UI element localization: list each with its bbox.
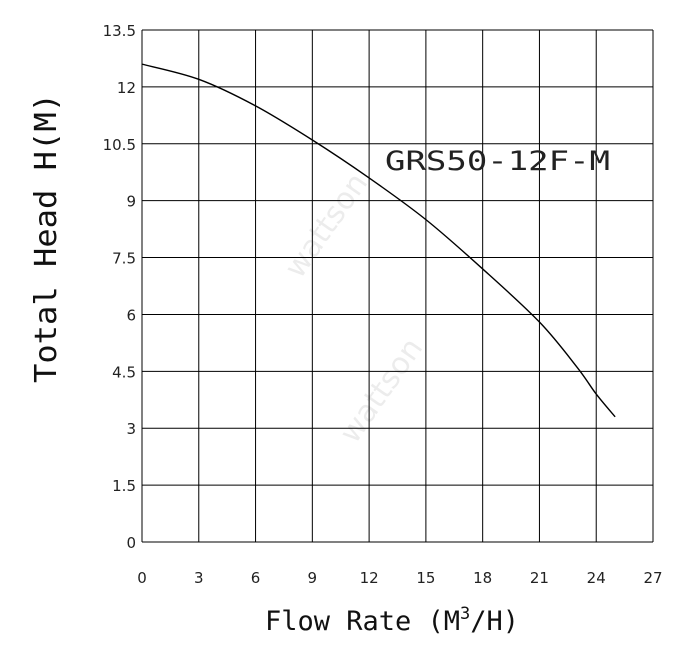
y-axis-title: Total Head H(M)	[29, 93, 64, 383]
x-tick-label: 3	[194, 569, 204, 587]
y-tick-label: 9	[126, 193, 136, 211]
x-axis-title-main: Flow Rate (M	[265, 606, 460, 637]
x-tick-label: 0	[137, 569, 147, 587]
model-label: GRS50-12F-M	[385, 146, 610, 177]
y-tick-label: 3	[126, 420, 136, 438]
x-axis-title-tail: /H)	[470, 606, 519, 637]
y-tick-label: 12	[117, 79, 136, 97]
performance-curve	[141, 63, 616, 418]
x-tick-label: 9	[308, 569, 318, 587]
watermark-text: wattson	[278, 167, 375, 285]
y-tick-label: 6	[126, 306, 136, 324]
watermark-text: wattson	[333, 332, 430, 450]
y-tick-label: 13.5	[103, 22, 136, 40]
x-tick-label: 12	[360, 569, 379, 587]
x-tick-label: 24	[587, 569, 606, 587]
watermark-layer: wattson wattson	[278, 167, 430, 450]
y-tick-label: 7.5	[112, 250, 136, 268]
x-tick-label: 27	[643, 569, 662, 587]
y-tick-label: 1.5	[112, 477, 136, 495]
y-axis-ticks: 0 1.5 3 4.5 6 7.5 9 10.5 12 13.5	[103, 22, 136, 552]
x-tick-label: 6	[251, 569, 261, 587]
y-tick-label: 0	[126, 534, 136, 552]
x-axis-title-sup: 3	[460, 604, 470, 624]
x-tick-label: 18	[473, 569, 492, 587]
y-tick-label: 10.5	[103, 136, 136, 154]
x-axis-ticks: 0 3 6 9 12 15 18 21 24 27	[137, 569, 662, 587]
x-tick-label: 21	[530, 569, 549, 587]
y-tick-label: 4.5	[112, 363, 136, 381]
x-axis-title: Flow Rate (M3/H)	[265, 604, 519, 637]
x-tick-label: 15	[416, 569, 435, 587]
grid	[141, 29, 654, 543]
